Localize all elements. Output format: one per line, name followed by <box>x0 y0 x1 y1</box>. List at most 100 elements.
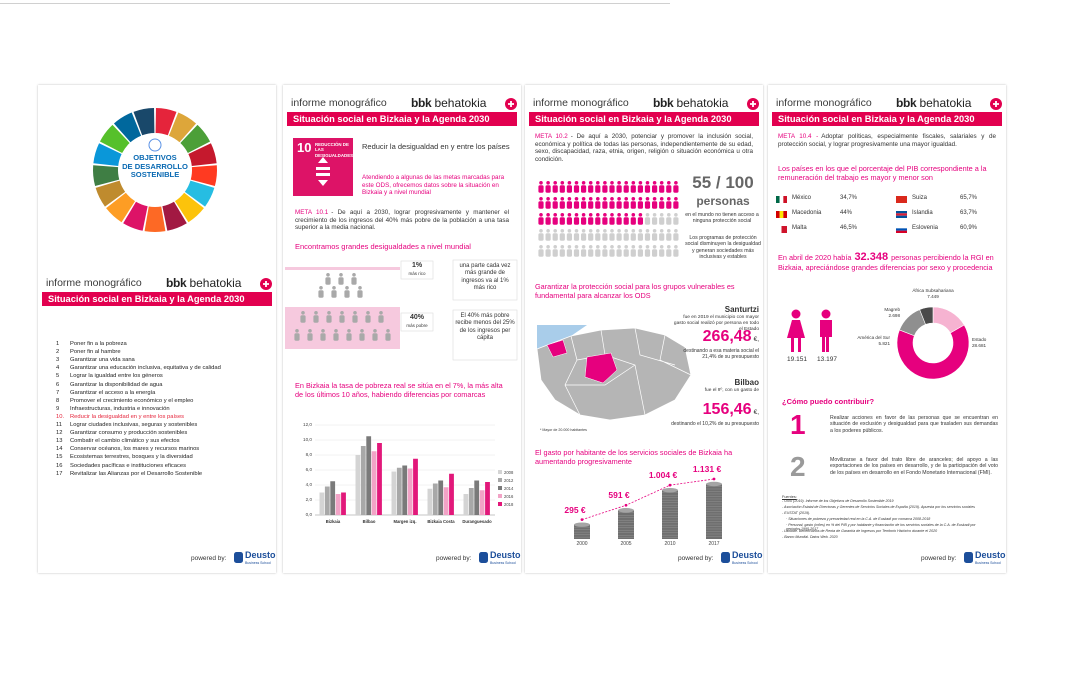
person-icon <box>365 311 371 323</box>
person-body <box>545 201 551 209</box>
person-icon <box>552 245 558 257</box>
person-icon <box>552 197 558 209</box>
person-head <box>588 229 593 233</box>
person-icon <box>616 229 622 241</box>
map-bilbao <box>584 352 618 384</box>
sdg-segment <box>113 112 142 143</box>
woman-body <box>787 320 805 352</box>
person-head <box>596 245 600 249</box>
city-amount-suffix: €, <box>753 409 759 416</box>
rgi-text: En abril de 2020 había 32.348 personas per… <box>778 251 996 273</box>
person-body <box>652 217 658 225</box>
legend-swatch <box>498 486 502 490</box>
person-icon <box>609 181 615 193</box>
flag-stripe <box>896 228 907 231</box>
brand-bold: bbk <box>411 96 432 110</box>
person-body <box>318 290 324 298</box>
trend-point <box>712 477 716 481</box>
donut-label: África Subsahariana <box>912 288 954 293</box>
person-icon <box>623 181 629 193</box>
bottom-text: El 40% más pobre recibe menos del 25% de… <box>455 313 515 341</box>
flag-stripe <box>781 226 787 233</box>
person-body <box>552 217 558 225</box>
person-head <box>326 273 330 277</box>
coin-value-label: 591 € <box>608 490 630 501</box>
heading: Reducir la desigualdad en y entre los pa… <box>362 142 510 151</box>
person-head <box>321 329 325 333</box>
person-head <box>645 181 650 185</box>
sdg-segment <box>174 192 204 223</box>
sdg-segment <box>162 201 187 231</box>
person-head <box>581 213 586 217</box>
person-icon <box>644 197 651 209</box>
brand-plus <box>993 101 999 107</box>
person-icon <box>673 245 679 257</box>
person-head <box>539 229 543 233</box>
person-head <box>596 229 600 233</box>
person-head <box>567 245 572 249</box>
person-body <box>538 233 544 241</box>
person-body <box>378 315 384 323</box>
meta-label: META 10.2 <box>535 133 568 140</box>
person-head <box>332 286 336 290</box>
flag-stripe <box>896 230 907 233</box>
action-number: 1 <box>790 409 806 440</box>
title-bar <box>529 112 759 126</box>
x-tick-label: Duranguesado <box>462 519 492 524</box>
legend-swatch <box>498 478 502 482</box>
person-body <box>666 233 672 241</box>
contribute-heading: ¿Cómo puedo contribuir? <box>782 397 875 406</box>
person-icon <box>652 197 658 209</box>
person-icon <box>351 273 357 285</box>
person-head <box>567 213 572 217</box>
person-body <box>673 249 679 257</box>
person-head <box>652 213 657 217</box>
person-icon <box>666 245 672 257</box>
person-body <box>346 333 352 341</box>
person-body <box>352 315 358 323</box>
person-head <box>624 245 628 249</box>
top-rule <box>0 3 670 4</box>
person-head <box>560 213 565 217</box>
person-head <box>667 181 671 185</box>
person-body <box>559 217 565 225</box>
person-head <box>560 229 565 233</box>
person-head <box>610 213 614 217</box>
meta: META 10.4 - Adoptar políticas, especialme… <box>778 133 996 148</box>
person-head <box>546 229 550 233</box>
person-body <box>595 233 601 241</box>
person-head <box>546 245 550 249</box>
person-icon <box>331 286 337 298</box>
goal-text: Revitalizar las Alianzas por el Desarrol… <box>70 470 203 477</box>
person-icon <box>659 197 665 209</box>
x-tick-label: Margen izq. <box>393 519 417 524</box>
person-body <box>616 249 622 257</box>
country-value: 63,7% <box>960 210 978 216</box>
goal-text: Garantizar la disponibilidad de agua <box>70 381 163 388</box>
person-icon <box>573 197 580 209</box>
bar <box>324 486 330 515</box>
person-icon <box>538 245 544 257</box>
person-head <box>652 181 657 185</box>
country-name: México <box>792 195 812 201</box>
person-icon <box>318 286 324 298</box>
brand-bold: bbk <box>653 96 674 110</box>
person-icon <box>588 197 594 209</box>
person-icon <box>630 213 636 225</box>
person-body <box>644 233 651 241</box>
logo-line: DE DESARROLLO <box>122 161 188 171</box>
person-body <box>588 217 594 225</box>
page-meta-10-2: informe monográfico bbk behatokia Situación… <box>525 85 763 573</box>
y-tick-label: 12,0 <box>303 422 312 427</box>
deusto: Deusto <box>490 550 521 560</box>
sdg-segment <box>188 143 217 167</box>
title-bar <box>42 292 272 306</box>
person-head <box>652 229 657 233</box>
legend-label: 2016 <box>504 493 514 499</box>
goal-number: 16 <box>56 462 63 469</box>
person-body <box>602 249 608 257</box>
bar <box>341 492 346 515</box>
bar <box>360 446 366 515</box>
sdg-segment <box>180 124 211 153</box>
person-head <box>638 229 643 233</box>
